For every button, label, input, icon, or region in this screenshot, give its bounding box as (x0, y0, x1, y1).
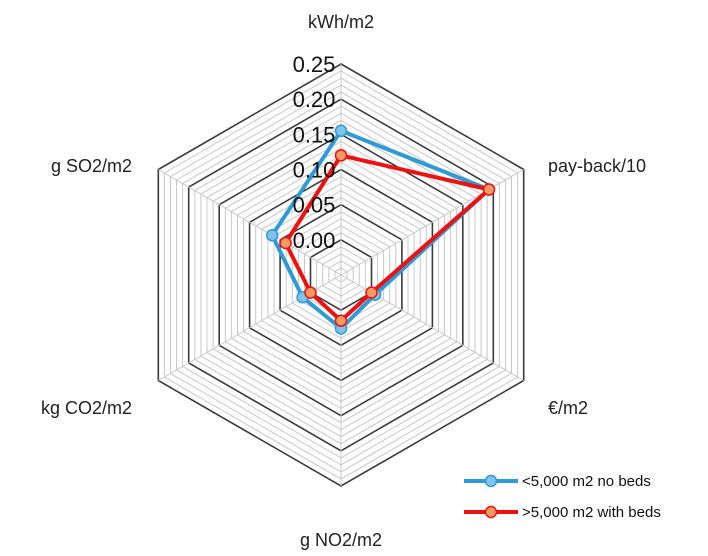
data-point (304, 286, 317, 299)
legend: <5,000 m2 no beds >5,000 m2 with beds (464, 473, 661, 521)
axis-labels: kWh/m2 pay-back/10 €/m2 g NO2/m2 kg CO2/m2 g … (41, 12, 646, 550)
data-point (334, 314, 348, 327)
axis-label: kWh/m2 (308, 12, 374, 32)
data-point (482, 183, 496, 196)
data-point (334, 149, 348, 162)
data-point (279, 236, 292, 250)
spoke-line (158, 169, 342, 276)
axis-label: €/m2 (548, 398, 588, 418)
radial-tick-labels: 0.00 0.05 0.10 0.15 0.20 0.25 (293, 52, 336, 253)
series-2 (279, 149, 496, 327)
legend-marker (484, 474, 498, 488)
tick-label: 0.10 (293, 158, 336, 183)
data-point (334, 124, 348, 138)
data-point (265, 229, 279, 242)
tick-label: 0.05 (293, 193, 336, 218)
axis-label: g SO2/m2 (51, 156, 132, 176)
data-point (365, 286, 378, 299)
axis-label: kg CO2/m2 (41, 398, 132, 418)
tick-label: 0.15 (293, 122, 336, 147)
tick-label: 0.00 (293, 228, 336, 253)
legend-label: <5,000 m2 no beds (522, 473, 651, 490)
axis-label: g NO2/m2 (300, 530, 382, 550)
tick-label: 0.25 (293, 52, 336, 77)
legend-label: >5,000 m2 with beds (522, 504, 661, 521)
series-layer (265, 124, 496, 335)
tick-label: 0.20 (293, 87, 336, 112)
legend-marker (484, 505, 498, 519)
axis-label: pay-back/10 (548, 156, 646, 176)
